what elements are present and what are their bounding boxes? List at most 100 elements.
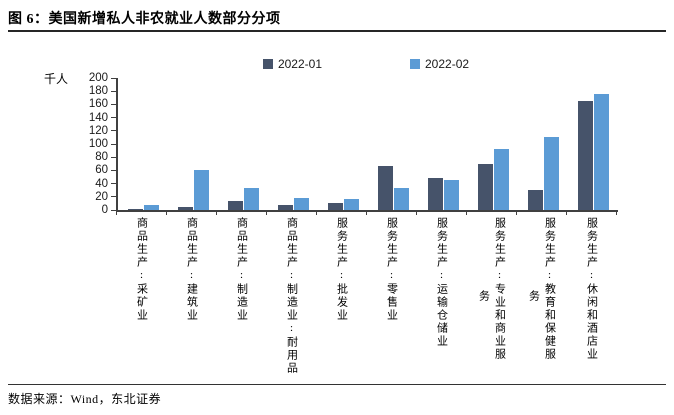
y-tick-mark [111, 117, 116, 119]
bar-groups [118, 78, 618, 210]
y-tick-label: 60 [95, 164, 108, 177]
bar-group [118, 78, 168, 210]
category-label-line: 服务生产:教育和保健服 [543, 217, 556, 361]
bar-group [318, 78, 368, 210]
bar-2022-01 [427, 178, 443, 210]
bar-2022-01 [127, 209, 143, 210]
bar-group [568, 78, 618, 210]
y-tick-mark [111, 209, 116, 211]
category-label: 务服务生产:教育和保健服 [516, 217, 566, 375]
category-label: 商品生产:建筑业 [166, 217, 216, 375]
category-label: 商品生产:制造业:耐用品 [266, 217, 316, 375]
bar-2022-02 [443, 180, 459, 210]
y-tick-label: 0 [101, 204, 108, 216]
footer-divider [8, 384, 666, 385]
y-tick-mark [111, 169, 116, 171]
bar-2022-01 [277, 205, 293, 210]
category-label-line: 务 [527, 289, 540, 303]
data-source-note: 数据来源：Wind，东北证券 [8, 392, 162, 406]
y-tick-mark [111, 90, 116, 92]
category-label: 商品生产:采矿业 [116, 217, 166, 375]
legend-swatch-2022-02 [410, 59, 420, 69]
category-label: 服务生产:批发业 [316, 217, 366, 375]
legend-item-2022-01: 2022-01 [262, 57, 322, 71]
x-tick-mark [566, 211, 567, 215]
y-tick-mark [111, 77, 116, 79]
x-tick-mark [216, 211, 217, 215]
bar-2022-02 [293, 198, 309, 210]
y-tick-label: 20 [95, 190, 108, 203]
category-label-line: 服务生产:专业和商业服 [493, 217, 506, 361]
bar-2022-01 [177, 206, 193, 210]
category-label: 商品生产:制造业 [216, 217, 266, 375]
x-tick-mark [366, 211, 367, 215]
y-tick-mark [111, 103, 116, 105]
y-axis-unit-label: 千人 [44, 72, 69, 86]
x-axis-category-labels: 商品生产:采矿业 商品生产:建筑业 商品生产:制造业 商品生产:制造业:耐用品 服务生产… [116, 217, 616, 375]
bar-2022-02 [193, 170, 209, 210]
bar-2022-02 [593, 93, 609, 210]
x-tick-mark [616, 211, 617, 215]
x-tick-mark [416, 211, 417, 215]
y-tick-mark [111, 183, 116, 185]
bar-2022-01 [327, 203, 343, 210]
bar-2022-02 [493, 148, 509, 210]
y-tick-mark [111, 156, 116, 158]
bar-2022-02 [393, 187, 409, 210]
plot-area [116, 78, 618, 212]
bar-2022-02 [143, 204, 159, 210]
y-tick-mark [111, 143, 116, 145]
bar-group [268, 78, 318, 210]
category-label: 服务生产:休闲和酒店业 [566, 217, 616, 375]
bar-group [418, 78, 468, 210]
x-tick-mark [116, 211, 117, 215]
category-label-line: 商品生产:制造业 [235, 217, 248, 322]
bar-group [518, 78, 568, 210]
y-tick-label: 80 [95, 151, 108, 164]
legend-label-2022-02: 2022-02 [425, 57, 470, 71]
x-tick-mark [516, 211, 517, 215]
bar-2022-01 [377, 166, 393, 210]
category-label: 服务生产:运输仓储业 [416, 217, 466, 375]
y-tick-mark [111, 130, 116, 132]
y-tick-label: 200 [88, 72, 108, 84]
bar-2022-02 [243, 187, 259, 210]
bar-group [368, 78, 418, 210]
category-label-line: 商品生产:建筑业 [185, 217, 198, 322]
y-tick-label: 140 [88, 111, 108, 124]
category-label: 务服务生产:专业和商业服 [466, 217, 516, 375]
legend-label-2022-01: 2022-01 [277, 57, 322, 71]
category-label-line: 商品生产:制造业:耐用品 [285, 217, 298, 375]
bar-group [168, 78, 218, 210]
category-label-line: 服务生产:休闲和酒店业 [585, 217, 598, 361]
y-tick-label: 160 [88, 98, 108, 111]
chart-legend: 2022-01 2022-02 [116, 56, 616, 72]
bar-2022-02 [543, 137, 559, 210]
y-tick-label: 100 [88, 138, 108, 150]
y-tick-label: 40 [95, 177, 108, 190]
bar-2022-01 [477, 163, 493, 210]
bar-2022-01 [577, 101, 593, 210]
figure-title: 图 6：美国新增私人非农就业人数部分分项 [8, 12, 281, 27]
bar-2022-02 [343, 199, 359, 210]
bar-group [218, 78, 268, 210]
x-tick-mark [266, 211, 267, 215]
bar-group [468, 78, 518, 210]
legend-swatch-2022-01 [262, 59, 273, 69]
category-label-line: 服务生产:零售业 [385, 217, 398, 322]
x-tick-mark [316, 211, 317, 215]
y-tick-label: 120 [88, 124, 108, 137]
category-label-line: 服务生产:批发业 [335, 217, 348, 322]
category-label: 服务生产:零售业 [366, 217, 416, 375]
bar-2022-01 [227, 200, 243, 210]
category-label-line: 服务生产:运输仓储业 [435, 217, 448, 348]
x-tick-mark [166, 211, 167, 215]
x-tick-mark [466, 211, 467, 215]
legend-item-2022-02: 2022-02 [410, 57, 469, 71]
title-divider [8, 30, 666, 32]
category-label-line: 商品生产:采矿业 [135, 217, 148, 322]
y-tick-label: 180 [88, 85, 108, 98]
category-label-line: 务 [477, 289, 490, 303]
y-tick-mark [111, 196, 116, 198]
